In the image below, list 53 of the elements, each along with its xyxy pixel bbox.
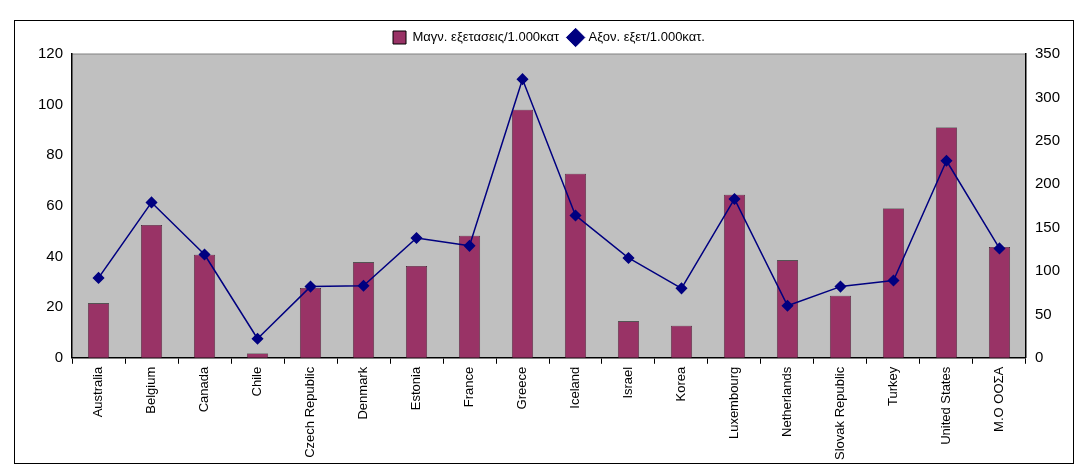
x-tick-label: Luxembourg (726, 366, 742, 440)
point (145, 196, 158, 209)
x-tick-label: United States (938, 366, 954, 445)
y2-tick-label: 100 (1034, 261, 1060, 279)
point (993, 242, 1006, 255)
y2-tick-label: 350 (1034, 44, 1060, 62)
point (569, 209, 582, 222)
point (622, 252, 635, 264)
point (834, 280, 847, 293)
point (463, 240, 476, 252)
point (781, 299, 794, 312)
x-tick-label: Estonia (408, 366, 424, 411)
y-tick-label: 120 (38, 44, 64, 62)
point (198, 248, 211, 261)
point (728, 193, 741, 205)
x-tick-label: Turkey (885, 366, 901, 407)
point (92, 272, 105, 284)
point (357, 279, 370, 292)
x-tick-label: France (461, 366, 477, 408)
point (410, 232, 423, 244)
y-tick-label: 0 (54, 347, 64, 365)
y2-tick-label: 0 (1034, 347, 1044, 365)
x-tick-label: Canada (196, 366, 212, 413)
y-tick-label: 60 (46, 196, 64, 214)
y-tick-label: 80 (46, 145, 64, 163)
point (516, 73, 529, 85)
x-tick-label: Israel (620, 366, 636, 399)
x-tick-label: Korea (673, 366, 689, 402)
point (887, 274, 900, 287)
x-tick-label: Chile (249, 366, 265, 397)
y2-tick-label: 200 (1034, 174, 1060, 192)
point (304, 280, 317, 293)
x-tick-label: Belgium (143, 366, 159, 414)
y-tick-label: 100 (38, 94, 64, 112)
x-tick-label: Netherlands (779, 366, 795, 437)
x-tick-label: Australia (90, 366, 106, 418)
x-tick-label: Iceland (567, 366, 583, 409)
y-tick-label: 20 (46, 297, 64, 315)
y2-tick-label: 300 (1034, 87, 1060, 105)
y2-tick-label: 50 (1034, 304, 1052, 322)
point (251, 332, 264, 345)
x-tick-label: M.O ΟΟΣΑ (991, 366, 1007, 432)
legend-label: Μαγν. εξετασεις/1.000κατ (412, 29, 560, 45)
point (940, 155, 953, 167)
x-tick-label: Czech Republic (302, 366, 318, 458)
y2-tick-label: 250 (1034, 130, 1060, 148)
y-tick-label: 40 (46, 246, 64, 264)
legend-label: Αξον. εξετ/1.000κατ. (588, 29, 705, 45)
x-tick-label: Slovak Republic (832, 366, 848, 460)
y2-tick-label: 150 (1034, 217, 1060, 235)
x-tick-label: Greece (514, 366, 530, 410)
point (675, 282, 688, 295)
x-tick-label: Denmark (355, 366, 371, 420)
